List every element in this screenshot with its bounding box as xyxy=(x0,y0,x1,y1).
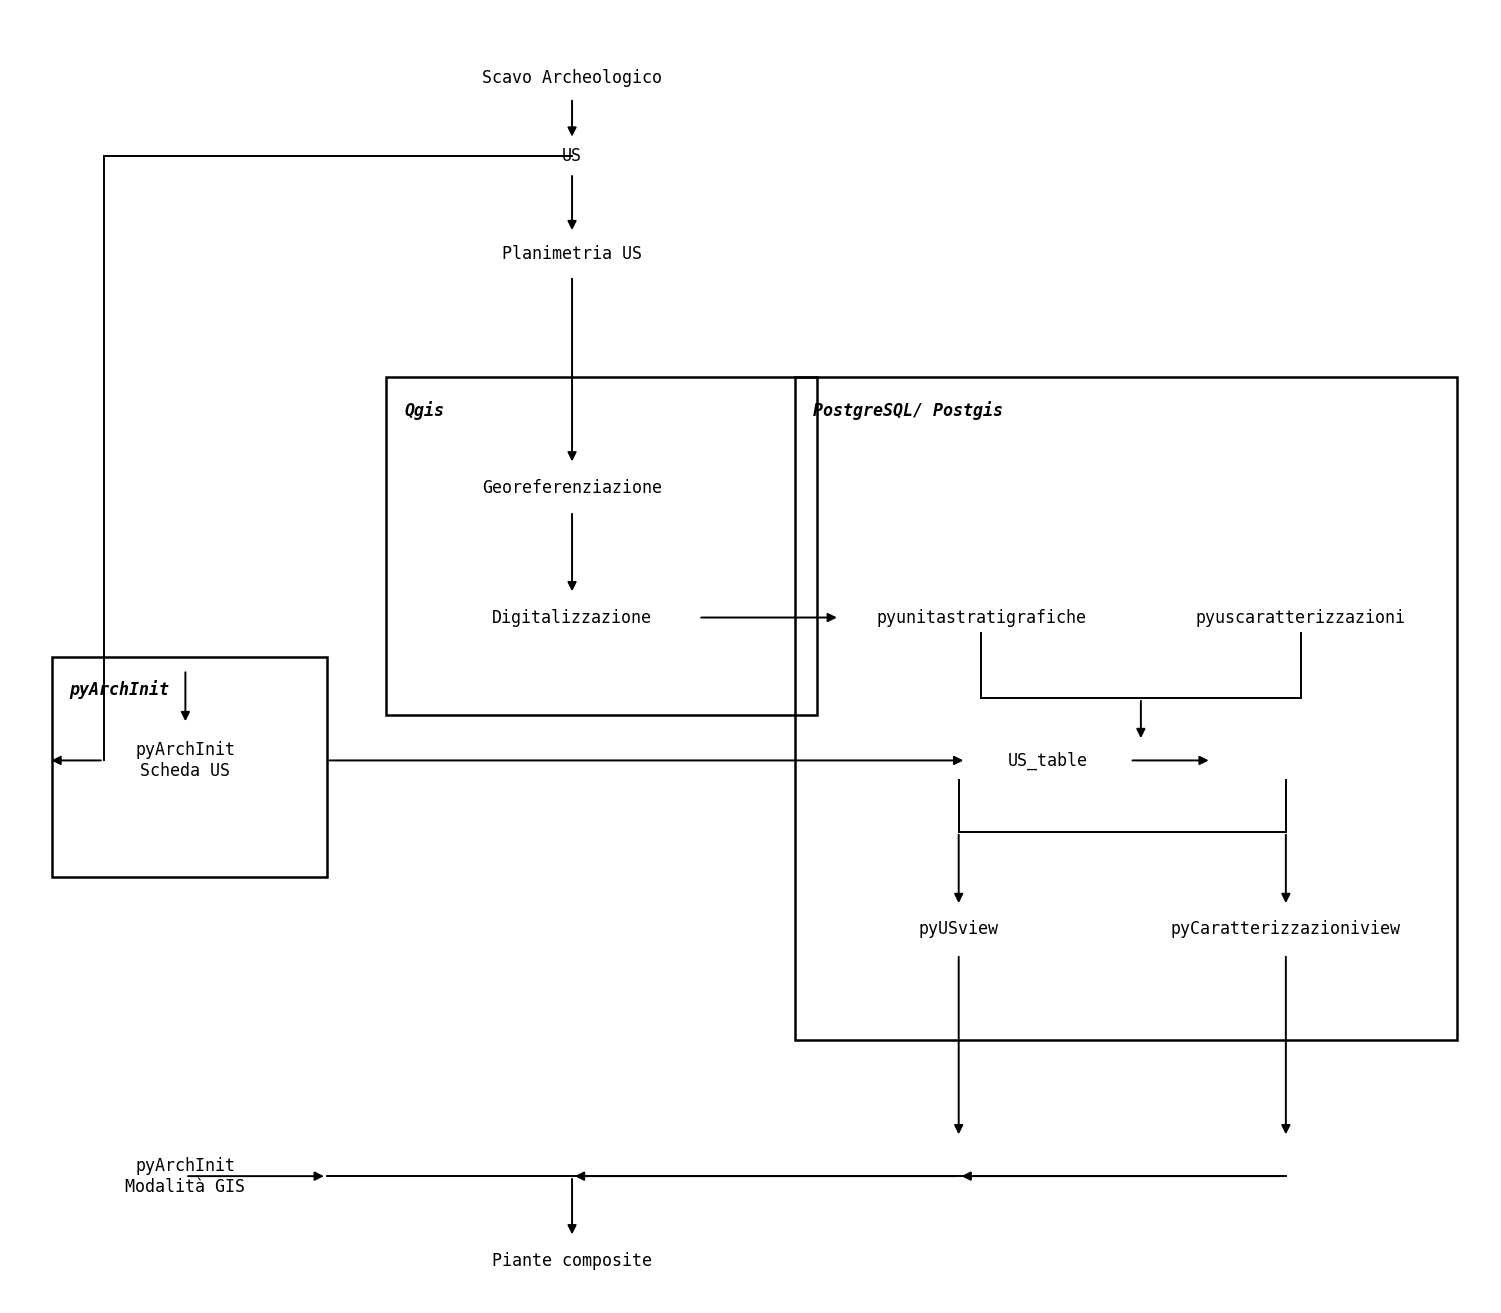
Text: pyArchInit
Modalità GIS: pyArchInit Modalità GIS xyxy=(126,1157,245,1196)
Text: PostgreSQL/ Postgis: PostgreSQL/ Postgis xyxy=(814,400,1003,420)
Text: pyCaratterizzazioniview: pyCaratterizzazioniview xyxy=(1171,920,1400,939)
Text: Georeferenziazione: Georeferenziazione xyxy=(482,479,662,496)
Text: US: US xyxy=(561,147,582,165)
Text: Planimetria US: Planimetria US xyxy=(501,244,642,263)
Text: pyArchInit: pyArchInit xyxy=(69,680,170,699)
Text: pyArchInit
Scheda US: pyArchInit Scheda US xyxy=(135,741,236,780)
Text: US_table: US_table xyxy=(1009,751,1088,769)
Text: pyunitastratigrafiche: pyunitastratigrafiche xyxy=(877,608,1087,626)
Text: Scavo Archeologico: Scavo Archeologico xyxy=(482,70,662,88)
Text: pyuscaratterizzazioni: pyuscaratterizzazioni xyxy=(1196,608,1406,626)
Text: pyUSview: pyUSview xyxy=(919,920,998,939)
Text: Digitalizzazione: Digitalizzazione xyxy=(492,608,651,626)
Text: Qgis: Qgis xyxy=(404,400,444,420)
Text: Piante composite: Piante composite xyxy=(492,1251,651,1270)
